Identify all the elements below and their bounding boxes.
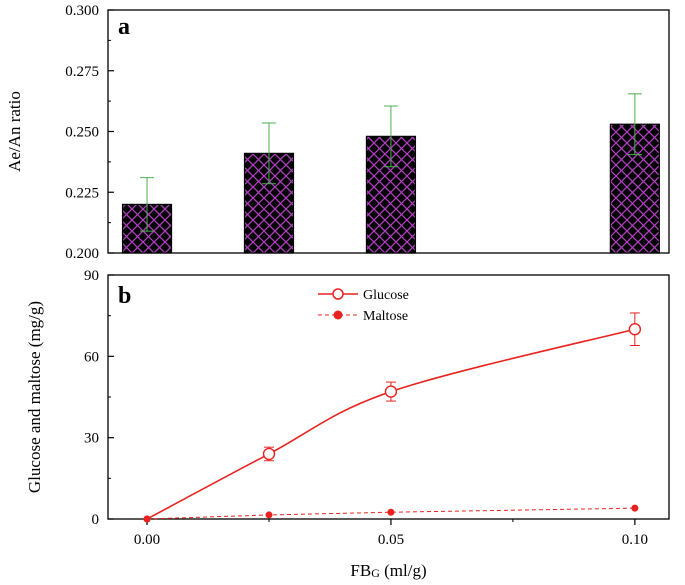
y-tick-label: 0.275 (65, 64, 99, 80)
glucose-line (146, 328, 636, 520)
y-tick-label: 90 (84, 268, 99, 284)
x-axis-label-main: FB (350, 561, 371, 580)
panel-b-y-axis-label: Glucose and maltose (mg/g) (25, 301, 44, 493)
y-tick-label: 0.200 (65, 246, 99, 262)
panel-a-bars (121, 123, 660, 254)
legend: Glucose Maltose (318, 288, 409, 324)
x-axis-label-unit: (ml/g) (380, 561, 427, 580)
glucose-point (384, 385, 398, 398)
panel-a-y-tick-labels: 0.200 0.225 0.250 0.275 0.300 (65, 3, 99, 262)
x-axis-label-subscript: G (371, 566, 380, 580)
y-tick-label: 0.300 (65, 3, 99, 19)
legend-maltose-label: Maltose (363, 309, 408, 324)
maltose-line (147, 507, 635, 520)
panel-a-letter: a (118, 14, 130, 40)
maltose-point (631, 504, 639, 512)
glucose-point (628, 323, 642, 336)
glucose-point (143, 515, 151, 523)
panel-a-y-axis-label: Ae/An ratio (5, 91, 24, 172)
panel-b-line-chart: 0 30 60 90 0.00 0.05 0.10 Glucose and maltose… (25, 268, 670, 580)
legend-glucose-label: Glucose (363, 288, 409, 303)
maltose-point (387, 508, 395, 516)
x-tick-label: 0.10 (622, 532, 648, 548)
y-tick-label: 60 (84, 349, 99, 365)
glucose-point (262, 447, 276, 461)
panel-b-letter: b (118, 283, 131, 309)
y-tick-label: 0.225 (65, 185, 99, 201)
x-tick-label: 0.00 (134, 532, 160, 548)
maltose-point (265, 511, 273, 519)
bar (243, 152, 295, 254)
panel-b-x-ticks (146, 519, 636, 525)
panel-b-x-tick-labels: 0.00 0.05 0.10 (134, 532, 648, 548)
x-tick-label: 0.05 (378, 532, 404, 548)
panel-b-y-ticks (108, 274, 114, 520)
panel-b-series (143, 312, 642, 523)
y-tick-label: 30 (84, 431, 99, 447)
panel-b-y-tick-labels: 0 30 60 90 (84, 268, 99, 528)
legend-maltose-marker (333, 310, 343, 320)
y-tick-label: 0.250 (65, 125, 99, 141)
y-tick-label: 0 (92, 512, 100, 528)
panel-a-bar-chart: 0.200 0.225 0.250 0.275 0.300 Ae/An ratio a (5, 3, 670, 262)
panel-a-error-bars (140, 93, 642, 232)
x-axis-label: FBG (ml/g) (350, 561, 426, 580)
legend-glucose-marker (332, 288, 344, 300)
